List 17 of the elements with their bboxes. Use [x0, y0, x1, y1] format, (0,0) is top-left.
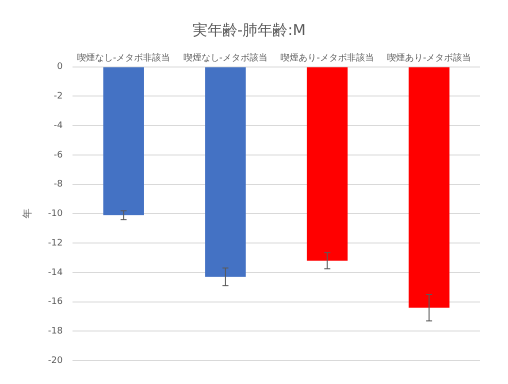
- y-tick-label: -12: [48, 238, 63, 248]
- x-tick-label: 喫煙なし-メタボ該当: [183, 52, 268, 64]
- y-tick-label: -20: [48, 356, 63, 366]
- x-tick-label: 喫煙あり-メタボ該当: [386, 52, 472, 64]
- y-tick-label: -10: [48, 209, 63, 220]
- chart-title: 実年齢-肺年齢:M: [192, 20, 306, 39]
- y-tick-label: -2: [54, 92, 63, 102]
- y-tick-label: -14: [48, 268, 63, 278]
- y-tick-label: -6: [54, 150, 63, 160]
- y-tick-label: -16: [48, 297, 63, 308]
- y-axis-title: 年: [22, 208, 34, 219]
- x-tick-label: 喫煙なし-メタボ非該当: [76, 52, 170, 64]
- y-tick-label: 0: [56, 62, 63, 72]
- y-tick-label: -4: [54, 120, 63, 131]
- y-tick-label: -18: [48, 326, 63, 337]
- x-tick-label: 喫煙あり-メタボ非該当: [280, 52, 374, 64]
- y-tick-label: -8: [54, 180, 63, 190]
